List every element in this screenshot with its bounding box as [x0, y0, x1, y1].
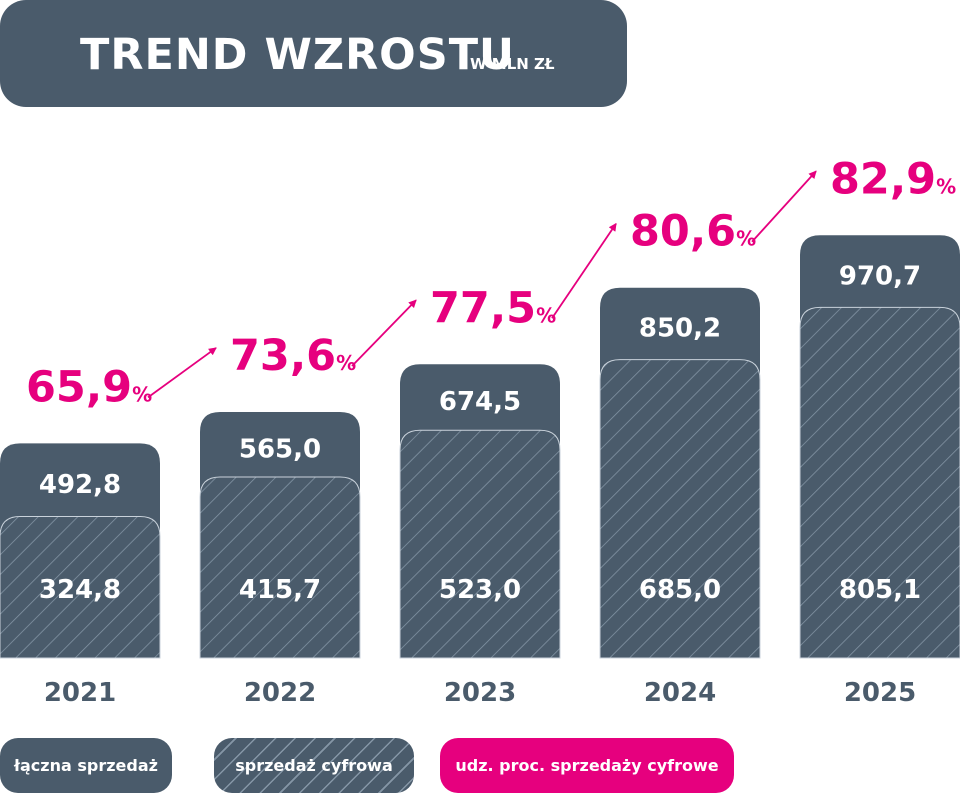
x-tick-label: 2025	[844, 678, 916, 708]
total-sales-value-label: 674,5	[439, 387, 521, 417]
digital-share-value-label: 65,9%	[26, 362, 152, 412]
share-layer: 65,9% 73,6% 77,5% 80,6% 82,9%	[26, 154, 956, 412]
digital-sales-bar	[199, 476, 361, 659]
digital-sales-bar	[399, 429, 561, 659]
digital-sales-bar	[599, 359, 761, 659]
digital-sales-bar	[799, 306, 960, 659]
legend-digital-share: udz. proc. sprzedaży cyfrowe	[440, 738, 734, 793]
percent-unit: %	[132, 382, 152, 406]
trend-arrow	[551, 222, 617, 319]
digital-sales-bar	[0, 516, 161, 659]
title-banner: TREND WZROSTU W MLN ZŁ	[0, 0, 627, 107]
x-tick-label: 2024	[644, 678, 716, 708]
total-sales-value-label: 970,7	[839, 261, 921, 291]
percent-unit: %	[736, 227, 756, 251]
digital-sales-value-label: 523,0	[439, 575, 521, 605]
digital-sales-value-label: 805,1	[839, 575, 921, 605]
digital-sales-value-label: 685,0	[639, 575, 721, 605]
legend-total-sales: łączna sprzedaż	[0, 738, 172, 793]
digital-sales-value-label: 415,7	[239, 575, 321, 605]
legend-digital-sales: sprzedaż cyfrowa	[214, 738, 414, 793]
digital-share-value-label: 82,9%	[830, 154, 956, 204]
trend-arrow	[147, 347, 217, 399]
total-sales-value-label: 850,2	[639, 314, 721, 344]
digital-share-value-label: 77,5%	[430, 283, 556, 333]
percent-unit: %	[336, 351, 356, 375]
percent-unit: %	[936, 174, 956, 198]
digital-sales-value-label: 324,8	[39, 575, 121, 605]
total-sales-value-label: 492,8	[39, 470, 121, 500]
labels-layer: 492,8 324,8 2021 565,0 415,7 2022 674,5 523,0 20…	[39, 261, 921, 708]
chart-title: TREND WZROSTU	[80, 30, 515, 80]
x-tick-label: 2021	[44, 678, 116, 708]
total-sales-value-label: 565,0	[239, 434, 321, 464]
percent-unit: %	[536, 303, 556, 327]
chart-unit: W MLN ZŁ	[470, 55, 555, 73]
bars-layer	[0, 235, 960, 659]
x-tick-label: 2022	[244, 678, 316, 708]
digital-share-value-label: 73,6%	[230, 331, 356, 381]
x-tick-label: 2023	[444, 678, 516, 708]
digital-share-value-label: 80,6%	[630, 207, 756, 257]
trend-arrow	[351, 299, 417, 367]
bar-chart: 492,8 324,8 2021 565,0 415,7 2022 674,5 523,0 20…	[0, 154, 960, 708]
trend-arrow	[751, 170, 817, 243]
